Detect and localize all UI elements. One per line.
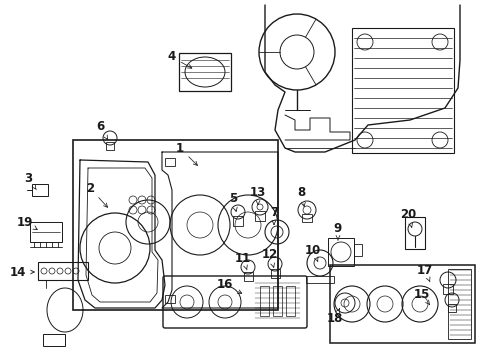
Text: 5: 5 xyxy=(228,192,237,211)
Text: 19: 19 xyxy=(17,216,37,230)
Bar xyxy=(447,269,470,339)
Bar xyxy=(404,217,424,249)
Text: 17: 17 xyxy=(416,264,432,282)
Bar xyxy=(43,334,65,346)
Bar xyxy=(260,286,268,316)
Bar xyxy=(302,214,311,222)
Text: 15: 15 xyxy=(413,288,429,305)
Text: 16: 16 xyxy=(216,279,241,293)
Bar xyxy=(106,142,114,150)
Bar xyxy=(270,269,280,278)
Text: 18: 18 xyxy=(326,309,343,324)
Bar xyxy=(327,238,353,266)
Text: 3: 3 xyxy=(24,171,36,190)
Text: 2: 2 xyxy=(86,181,107,207)
Bar xyxy=(351,28,453,153)
Bar xyxy=(179,53,230,91)
Bar xyxy=(73,140,278,310)
Text: 4: 4 xyxy=(167,50,191,68)
Text: 14: 14 xyxy=(10,266,34,279)
Text: 12: 12 xyxy=(262,248,278,267)
Text: 20: 20 xyxy=(399,208,415,227)
Bar xyxy=(353,244,361,256)
Text: 8: 8 xyxy=(296,185,305,206)
Bar xyxy=(447,304,455,312)
Bar xyxy=(30,222,62,242)
Bar xyxy=(32,184,48,196)
Bar xyxy=(164,158,175,166)
Text: 7: 7 xyxy=(269,206,278,224)
Bar xyxy=(254,211,264,221)
Bar xyxy=(442,284,452,294)
Text: 1: 1 xyxy=(176,141,197,166)
Bar xyxy=(244,272,252,281)
Bar xyxy=(285,286,294,316)
Text: 11: 11 xyxy=(234,252,251,270)
Text: 13: 13 xyxy=(249,185,265,204)
Text: 6: 6 xyxy=(96,121,107,139)
Bar xyxy=(164,295,175,303)
Bar xyxy=(232,216,243,226)
Bar xyxy=(38,262,88,280)
Text: 9: 9 xyxy=(333,221,342,240)
Bar xyxy=(305,276,333,283)
Bar xyxy=(272,286,282,316)
Text: 10: 10 xyxy=(304,243,321,262)
Bar xyxy=(329,265,474,343)
